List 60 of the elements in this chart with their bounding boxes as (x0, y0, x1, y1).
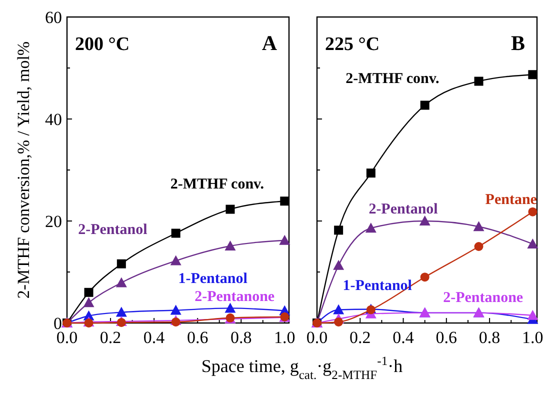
text: 2-Pentanol (78, 222, 148, 238)
point (333, 260, 344, 270)
point (334, 317, 344, 326)
point (334, 226, 344, 235)
series-label: 2-Pentanone (194, 288, 275, 305)
x-tick-label: 0.8 (230, 328, 252, 347)
point (527, 310, 538, 320)
x-tick-label: 0.0 (306, 328, 328, 347)
point (224, 302, 236, 313)
x-tick-label: 1.0 (522, 328, 544, 347)
y-axis-title: 2-MTHF conversion,% / Yield, mol% (14, 41, 33, 299)
x-axis-title: Space time, g$_{cat.}$·g$_{2-MTHF}$$^{-1}$·h (201, 354, 403, 382)
annotation: 200 °C (75, 34, 130, 55)
x-tick-label: 0.2 (100, 328, 122, 347)
x-tick-label: 0.4 (392, 328, 414, 347)
x-tick-label: 0.8 (478, 328, 500, 347)
point (419, 216, 430, 226)
point (527, 238, 538, 248)
series-label: 2-Pentanol (368, 201, 438, 218)
series-label: 1-Pentanol (178, 271, 248, 288)
x-tick-label: 0.2 (350, 328, 371, 347)
y-tick-label: 40 (45, 110, 62, 129)
series-label: Pentane (485, 192, 538, 208)
point (226, 204, 235, 214)
x-tick-label: 0.6 (186, 328, 208, 347)
x-tick-label: 0.6 (436, 328, 458, 347)
annotation: A (262, 31, 278, 55)
point (474, 76, 484, 86)
point (224, 240, 236, 250)
point (116, 259, 126, 268)
point (365, 222, 376, 233)
point (170, 304, 182, 315)
point (170, 255, 182, 266)
point (280, 196, 290, 206)
point (420, 100, 430, 110)
y-tick-label: 20 (45, 212, 62, 231)
series-label: 1-Pentanol (342, 278, 412, 294)
point (84, 288, 94, 297)
point (84, 318, 94, 328)
point (474, 242, 484, 251)
point (83, 297, 94, 308)
point (528, 207, 538, 216)
x-tick-label: 1.0 (274, 328, 296, 347)
point (528, 70, 538, 80)
point (333, 304, 344, 314)
series-label: 2-Pentanone (443, 290, 524, 306)
point (116, 306, 127, 317)
point (473, 221, 484, 232)
series-label: 2-MTHF conv. (170, 176, 264, 192)
point (116, 277, 127, 288)
point (171, 228, 180, 238)
point (279, 234, 290, 245)
point (171, 317, 180, 326)
annotation: B (510, 31, 525, 55)
series-label: 2-MTHF conv. (346, 71, 440, 88)
annotation: 225 °C (325, 34, 380, 55)
y-tick-label: 60 (45, 8, 62, 27)
point (420, 272, 430, 282)
point (366, 168, 376, 178)
x-tick-label: 0.4 (143, 328, 166, 347)
